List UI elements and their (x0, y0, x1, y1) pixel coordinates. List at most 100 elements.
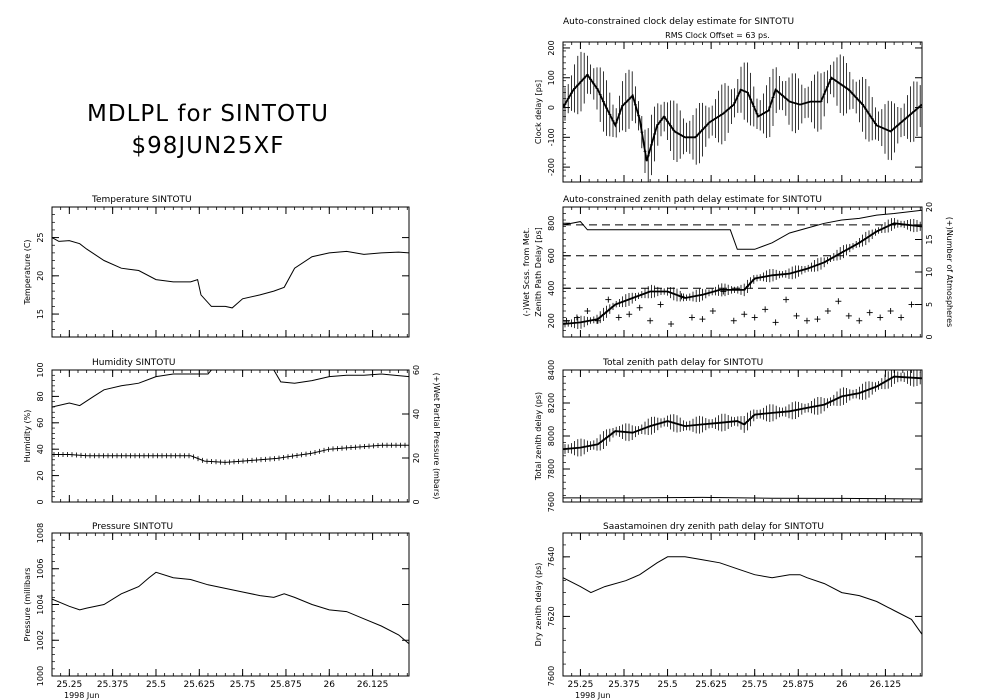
plot-frame (562, 532, 923, 677)
x-sublabel: 1998 Jun (64, 691, 99, 700)
x-tick-label: 25.25 (568, 680, 594, 690)
y-tick-label: 600 (547, 248, 556, 263)
chart-title: Temperature SINTOTU (91, 195, 192, 205)
y-tick-label: 20 (36, 271, 45, 281)
y-axis-label: Dry zenith delay (ps) (534, 563, 543, 647)
chart-title: Total zenith path delay for SINTOTU (602, 358, 763, 368)
y-tick-label: 25 (36, 232, 45, 242)
y-tick-label: 1006 (36, 559, 45, 579)
x-tick-label: 25.875 (270, 680, 302, 690)
y-axis-outer-label: (-)Wet Scss. from Met. (522, 228, 531, 317)
x-tick-label: 25.625 (184, 680, 216, 690)
main-title-line2: $98JUN25XF (131, 133, 285, 159)
y-tick-label: 60 (36, 418, 45, 428)
y2-tick-label: 0 (925, 334, 934, 339)
chart-title: Saastamoinen dry zenith path delay for S… (603, 522, 824, 532)
x-tick-label: 26 (836, 680, 848, 690)
x-tick-label: 25.5 (658, 680, 678, 690)
y-tick-label: 7600 (547, 492, 556, 512)
y-tick-label: 200 (547, 313, 556, 328)
x-tick-label: 25.375 (97, 680, 129, 690)
series-line (563, 73, 922, 162)
y2-tick-label: 20 (925, 202, 934, 212)
y-tick-label: 7800 (547, 459, 556, 479)
y-tick-label: 400 (547, 281, 556, 296)
plot-area (563, 209, 922, 329)
plot-frame (51, 532, 410, 677)
series-line (563, 496, 922, 500)
y2-tick-label: 40 (412, 409, 421, 419)
y-tick-label: -200 (547, 158, 556, 176)
y-tick-label: -100 (547, 128, 556, 146)
y-tick-label: 8000 (547, 426, 556, 446)
chart-title: Auto-constrained zenith path delay estim… (563, 195, 822, 205)
y2-tick-label: 60 (412, 365, 421, 375)
plot-area (52, 370, 409, 465)
y2-tick-label: 0 (412, 499, 421, 504)
y2-axis-label: (+)Number of Atmospheres (945, 217, 954, 327)
series-line (52, 237, 409, 309)
y-tick-label: 1008 (36, 523, 45, 543)
plot-area (563, 51, 922, 182)
main-title-line1: MDLPL for SINTOTU (87, 101, 329, 127)
y-tick-label: 15 (36, 309, 45, 319)
y-tick-label: 1002 (36, 630, 45, 650)
y-tick-label: 800 (547, 216, 556, 231)
x-tick-label: 25.375 (608, 680, 640, 690)
x-tick-label: 25.625 (695, 680, 727, 690)
y-tick-label: 0 (547, 105, 556, 110)
zenith-path-delay-chart: Auto-constrained zenith path delay estim… (522, 195, 954, 340)
y-tick-label: 0 (36, 499, 45, 504)
y-tick-label: 7600 (547, 666, 556, 686)
y2-tick-label: 10 (925, 267, 934, 277)
y-axis-label: Humidity (%) (23, 410, 32, 463)
temperature-chart: Temperature SINTOTU 15 20 25 Temperature (C) (23, 195, 410, 338)
x-tick-label: 26.125 (870, 680, 902, 690)
y-axis-label: Clock delay [ps] (534, 80, 543, 144)
x-tick-label: 26.125 (357, 680, 389, 690)
y-tick-label: 1000 (36, 666, 45, 686)
y-tick-label: 8200 (547, 393, 556, 413)
main-title: MDLPL for SINTOTU $98JUN25XF (72, 98, 344, 162)
y-tick-label: 100 (36, 362, 45, 377)
x-tick-label: 25.875 (783, 680, 815, 690)
y-tick-label: 80 (36, 391, 45, 401)
y-tick-label: 40 (36, 444, 45, 454)
y2-axis-label: (+)Wet Partial Pressure (mbars) (432, 373, 441, 500)
y2-tick-label: 15 (925, 234, 934, 244)
y-axis-label: Pressure (millibars (23, 568, 32, 642)
y-axis-label: Total zenith delay (ps) (534, 392, 543, 481)
series-line (52, 571, 409, 645)
y-tick-label: 7620 (547, 606, 556, 626)
x-tick-label: 26 (324, 680, 336, 690)
dry-zenith-delay-chart: Saastamoinen dry zenith path delay for S… (534, 522, 923, 700)
x-tick-label: 25.25 (56, 680, 82, 690)
y-tick-label: 7640 (547, 547, 556, 567)
series-line (52, 370, 409, 408)
chart-title: Pressure SINTOTU (92, 522, 173, 532)
y-tick-label: 20 (36, 471, 45, 481)
pressure-chart: Pressure SINTOTU 25.25 25.375 25.5 25.625 25.… (23, 522, 410, 700)
humidity-chart: Humidity SINTOTU 0 20 40 60 80 100 0 20 40 60 Humid… (23, 358, 441, 505)
series-line (563, 375, 922, 451)
plot-frame (51, 206, 410, 338)
total-zenith-delay-chart: Total zenith path delay for SINTOTU 7600 7… (534, 358, 923, 512)
plot-area (563, 556, 922, 635)
series-line (563, 222, 922, 325)
plot-frame (562, 41, 923, 183)
y-tick-label: 1004 (36, 594, 45, 614)
x-tick-label: 25.75 (230, 680, 256, 690)
x-tick-label: 25.5 (146, 680, 166, 690)
y-axis-label: Zenith Path Delay [ps] (534, 227, 543, 317)
y-tick-label: 8400 (547, 360, 556, 380)
series-line (563, 209, 922, 250)
y2-tick-label: 5 (925, 302, 934, 307)
plot-area (52, 237, 409, 309)
y-tick-label: 100 (547, 70, 556, 85)
clock-delay-chart: Auto-constrained clock delay estimate fo… (534, 17, 923, 183)
y2-tick-label: 20 (412, 453, 421, 463)
y-tick-label: 200 (547, 40, 556, 55)
chart-title: Auto-constrained clock delay estimate fo… (563, 17, 794, 27)
plot-area (52, 571, 409, 645)
